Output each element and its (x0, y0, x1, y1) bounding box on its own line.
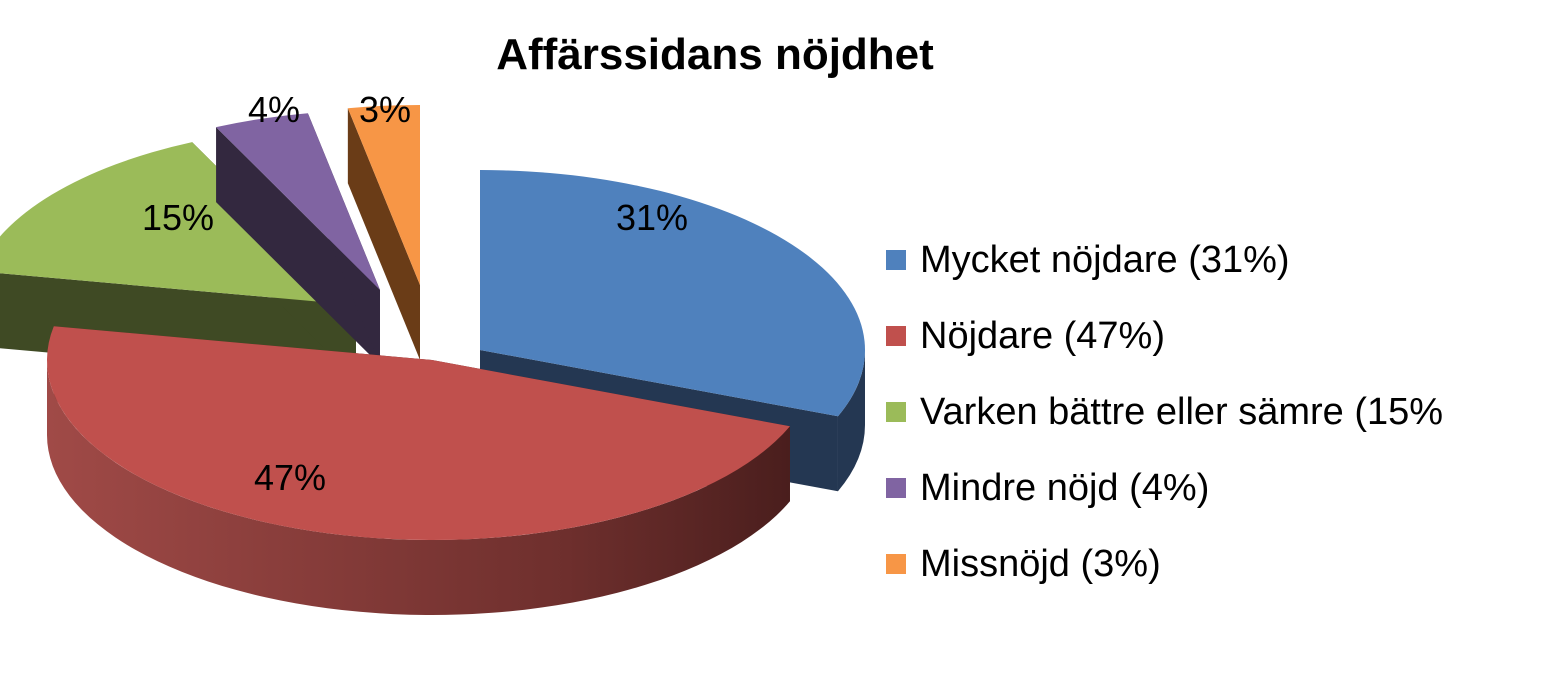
data-label-2: 47% (254, 457, 326, 498)
legend-label: Nöjdare (47%) (920, 314, 1165, 357)
pie-slice-wall (347, 108, 420, 360)
pie-slice-2 (46, 326, 790, 615)
legend-item: Varken bättre eller sämre (15% (886, 374, 1443, 450)
pie-slice-top (480, 170, 865, 417)
legend: Mycket nöjdare (31%) Nöjdare (47%) Varken … (886, 222, 1443, 602)
legend-item: Nöjdare (47%) (886, 298, 1443, 374)
pie-slice-wall (216, 127, 380, 365)
data-label-1: 31% (616, 197, 688, 238)
pie-slice-5 (347, 105, 420, 360)
data-label-3: 15% (142, 197, 214, 238)
legend-item: Missnöjd (3%) (886, 526, 1443, 602)
legend-item: Mindre nöjd (4%) (886, 450, 1443, 526)
legend-label: Mindre nöjd (4%) (920, 466, 1210, 509)
legend-label: Mycket nöjdare (31%) (920, 238, 1290, 281)
pie-slice-top (46, 326, 790, 541)
legend-label: Missnöjd (3%) (920, 542, 1161, 585)
pie-slice-top (347, 105, 420, 285)
chart-title: Affärssidans nöjdhet (496, 30, 934, 79)
pie-slice-side (47, 360, 790, 615)
legend-swatch (886, 250, 906, 270)
legend-swatch (886, 326, 906, 346)
legend-swatch (886, 478, 906, 498)
pie-slice-top (0, 142, 356, 305)
legend-item: Mycket nöjdare (31%) (886, 222, 1443, 298)
pie-slice-4 (216, 113, 380, 365)
legend-swatch (886, 554, 906, 574)
pie-slice-top (216, 113, 380, 290)
pie-slice-side (837, 350, 865, 492)
legend-swatch (886, 402, 906, 422)
data-label-4: 4% (248, 89, 300, 130)
legend-label: Varken bättre eller sämre (15% (920, 390, 1444, 433)
data-label-5: 3% (359, 89, 411, 130)
